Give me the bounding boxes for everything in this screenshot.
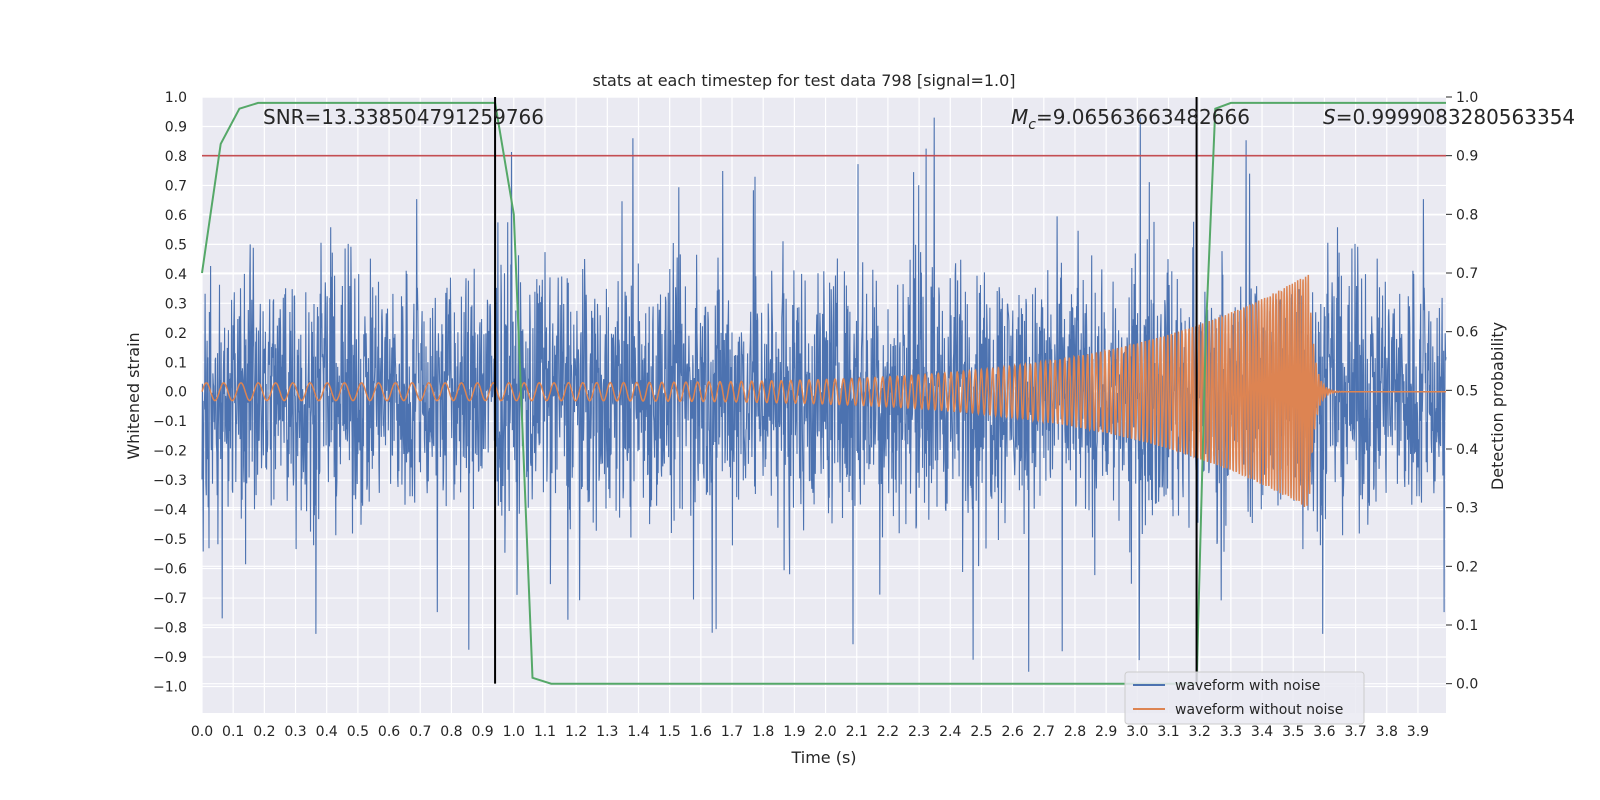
series-waveform-without-noise <box>201 274 1446 508</box>
chirp-mass-annotation: Mc=9.06563663482666 <box>1011 105 1250 133</box>
y-right-tick-label: 0.4 <box>1456 442 1478 458</box>
snr-annotation: SNR=13.338504791259766 <box>263 105 544 129</box>
x-tick-label: 0.9 <box>471 724 493 740</box>
mc-symbol: M <box>1011 105 1028 129</box>
x-tick-label: 2.4 <box>939 724 961 740</box>
x-tick-label: 2.7 <box>1033 724 1055 740</box>
clean-line <box>201 274 1446 508</box>
x-tick-label: 0.0 <box>191 724 213 740</box>
x-tick-label: 1.0 <box>503 724 525 740</box>
x-tick-label: 2.3 <box>908 724 930 740</box>
x-tick-label: 2.5 <box>970 724 992 740</box>
legend: waveform with noise waveform without noi… <box>1124 671 1365 725</box>
x-tick-label: 1.2 <box>565 724 587 740</box>
x-tick-label: 3.3 <box>1220 724 1242 740</box>
x-tick-label: 0.6 <box>378 724 400 740</box>
x-tick-label: 3.6 <box>1313 724 1335 740</box>
score-annotation: S=0.9999083280563354 <box>1323 105 1575 129</box>
x-axis-ticks: 0.0 0.1 0.2 0.3 0.4 0.5 0.6 0.7 0.8 0.9 1.0 1.1 1.2 1… <box>191 724 1429 740</box>
y-right-tick-label: 0.2 <box>1456 559 1478 575</box>
mc-subscript: c <box>1028 117 1036 133</box>
x-tick-label: 2.2 <box>877 724 899 740</box>
legend-box <box>1124 671 1365 725</box>
x-tick-label: 0.7 <box>409 724 431 740</box>
x-tick-label: 1.6 <box>690 724 712 740</box>
chart-title: stats at each timestep for test data 798… <box>592 71 1015 90</box>
x-tick-label: 0.3 <box>284 724 306 740</box>
y-right-tick-label: 0.1 <box>1456 618 1478 634</box>
y-left-tick-label: −0.8 <box>153 621 187 637</box>
y-axis-right-ticks: 1.0 0.9 0.8 0.7 0.6 0.5 0.4 0.3 0.2 0.1 0.0 <box>1446 90 1478 693</box>
s-value: =0.9999083280563354 <box>1336 105 1575 129</box>
x-axis-label: Time (s) <box>790 748 856 767</box>
y-left-tick-label: 1.0 <box>165 90 187 106</box>
y-left-tick-label: 0.9 <box>165 119 187 135</box>
x-tick-label: 3.5 <box>1282 724 1304 740</box>
y-left-tick-label: −0.2 <box>153 444 187 460</box>
y-left-tick-label: 0.0 <box>165 385 187 401</box>
marker-lines <box>494 97 1198 684</box>
y-left-tick-label: 0.5 <box>165 237 187 253</box>
y-right-tick-label: 0.7 <box>1456 266 1478 282</box>
y-axis-right-label: Detection probability <box>1488 322 1507 490</box>
x-tick-label: 2.6 <box>1001 724 1023 740</box>
x-tick-label: 3.0 <box>1126 724 1148 740</box>
y-right-tick-label: 0.9 <box>1456 149 1478 165</box>
y-right-tick-label: 1.0 <box>1456 90 1478 106</box>
x-tick-label: 0.2 <box>253 724 275 740</box>
y-left-tick-label: 0.7 <box>165 178 187 194</box>
y-left-tick-label: 0.4 <box>165 267 187 283</box>
x-tick-label: 2.0 <box>814 724 836 740</box>
x-tick-label: 0.1 <box>222 724 244 740</box>
legend-label-clean: waveform without noise <box>1175 702 1343 718</box>
s-symbol: S <box>1323 105 1336 129</box>
x-tick-label: 2.9 <box>1095 724 1117 740</box>
x-tick-label: 0.5 <box>347 724 369 740</box>
y-left-tick-label: −0.1 <box>153 414 187 430</box>
x-tick-label: 1.1 <box>534 724 556 740</box>
y-right-tick-label: 0.3 <box>1456 501 1478 517</box>
y-left-tick-label: 0.1 <box>165 355 187 371</box>
x-tick-label: 0.4 <box>316 724 338 740</box>
mc-value: =9.06563663482666 <box>1036 105 1250 129</box>
x-tick-label: 1.5 <box>659 724 681 740</box>
y-left-tick-label: −0.4 <box>153 503 187 519</box>
y-left-tick-label: 0.3 <box>165 296 187 312</box>
series-detection-probability <box>201 101 1446 685</box>
x-tick-label: 1.9 <box>783 724 805 740</box>
y-right-tick-label: 0.5 <box>1456 383 1478 399</box>
x-tick-label: 1.8 <box>752 724 774 740</box>
legend-label-noise: waveform with noise <box>1175 678 1320 694</box>
x-tick-label: 1.3 <box>596 724 618 740</box>
y-left-tick-label: 0.2 <box>165 326 187 342</box>
y-left-tick-label: −0.6 <box>153 562 187 578</box>
y-right-tick-label: 0.6 <box>1456 325 1478 341</box>
x-tick-label: 3.9 <box>1407 724 1429 740</box>
y-right-tick-label: 0.8 <box>1456 207 1478 223</box>
x-tick-label: 2.1 <box>846 724 868 740</box>
x-tick-label: 3.2 <box>1189 724 1211 740</box>
y-left-tick-label: −0.3 <box>153 473 187 489</box>
x-tick-label: 3.1 <box>1157 724 1179 740</box>
x-tick-label: 3.4 <box>1251 724 1273 740</box>
x-tick-label: 3.7 <box>1344 724 1366 740</box>
x-tick-label: 2.8 <box>1064 724 1086 740</box>
y-axis-left-ticks: 1.0 0.9 0.8 0.7 0.6 0.5 0.4 0.3 0.2 0.1 0.0 −0.1 −0.… <box>153 90 187 695</box>
y-left-tick-label: 0.8 <box>165 149 187 165</box>
x-tick-label: 3.8 <box>1376 724 1398 740</box>
y-axis-left-label: Whitened strain <box>124 332 143 459</box>
x-tick-label: 1.7 <box>721 724 743 740</box>
x-tick-label: 0.8 <box>440 724 462 740</box>
y-left-tick-label: −0.7 <box>153 591 187 607</box>
y-left-tick-label: 0.6 <box>165 208 187 224</box>
probability-line <box>201 101 1446 685</box>
y-left-tick-label: −1.0 <box>153 679 187 695</box>
y-right-tick-label: 0.0 <box>1456 677 1478 693</box>
y-left-tick-label: −0.9 <box>153 650 187 666</box>
y-left-tick-label: −0.5 <box>153 532 187 548</box>
x-tick-label: 1.4 <box>627 724 649 740</box>
